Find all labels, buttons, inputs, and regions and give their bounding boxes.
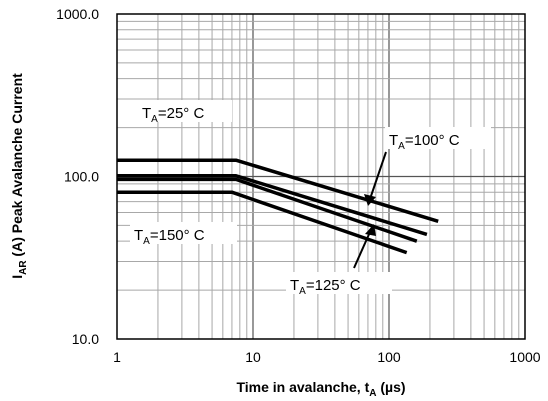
x-tick-label: 100 xyxy=(377,349,401,365)
svg-text:TA=100° C: TA=100° C xyxy=(389,132,460,152)
svg-text:TA=150° C: TA=150° C xyxy=(134,227,205,247)
annotation-ta100: TA=100° C xyxy=(385,127,491,152)
x-tick-label: 10 xyxy=(245,349,261,365)
y-axis-label: IAR (A) Peak Avalanche Current xyxy=(9,73,29,279)
tick-labels: 1 10 100 1000 10.0 100.0 1000.0 xyxy=(56,6,541,365)
arrow-ta125 xyxy=(353,224,376,269)
svg-text:TA=125° C: TA=125° C xyxy=(290,277,361,297)
x-tick-label: 1 xyxy=(113,349,121,365)
svg-text:TA=25° C: TA=25° C xyxy=(142,105,204,125)
series-line-3 xyxy=(117,190,408,255)
x-tick-label: 1000 xyxy=(509,349,540,365)
y-tick-label: 1000.0 xyxy=(56,6,99,22)
x-axis-label: Time in avalanche, tA (µs) xyxy=(236,379,405,399)
series-line-1 xyxy=(117,174,428,237)
plot-border xyxy=(116,13,526,340)
series-line-2 xyxy=(117,177,418,243)
y-tick-label: 10.0 xyxy=(72,331,99,347)
y-tick-label: 100.0 xyxy=(64,169,99,185)
annotation-ta150: TA=150° C xyxy=(130,222,237,247)
annotation-ta125: TA=125° C xyxy=(286,272,392,297)
arrow-ta100 xyxy=(364,151,387,206)
annotation-ta25: TA=25° C xyxy=(138,100,232,125)
